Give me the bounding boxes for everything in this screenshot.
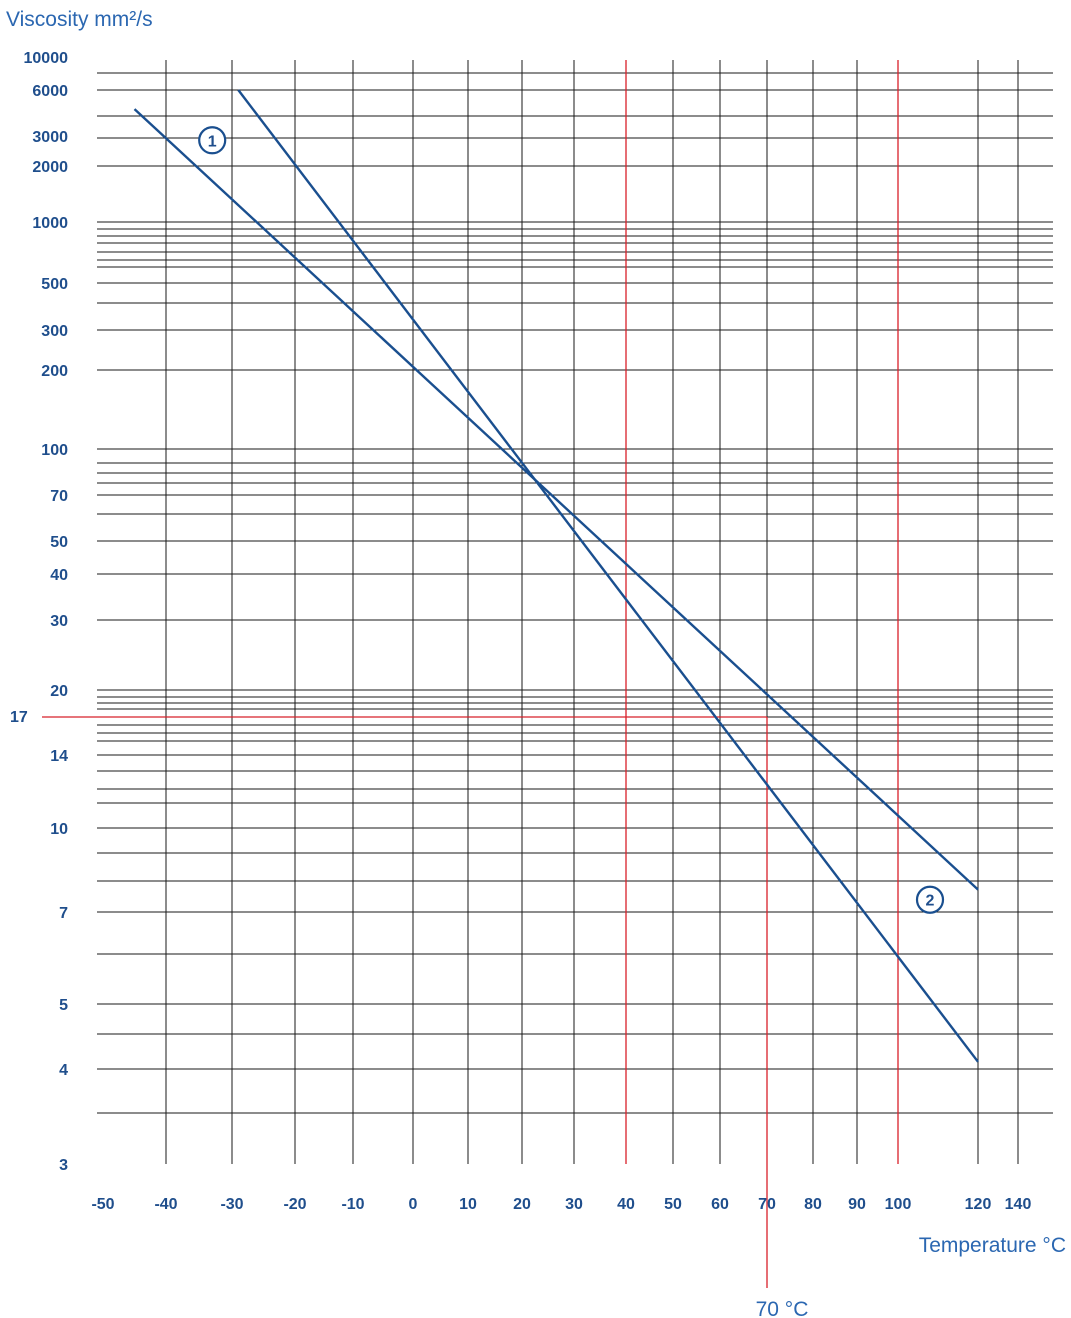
- series-line-1: [133, 108, 979, 891]
- x-tick-label: -50: [91, 1196, 114, 1213]
- y-tick-label: 10000: [24, 50, 69, 67]
- x-tick-label: 80: [804, 1196, 822, 1213]
- y-tick-label: 5: [59, 997, 68, 1014]
- y-tick-labels: 10000 6000 3000 2000 1000 500 300 200 100 70 50 40 3…: [24, 50, 69, 1174]
- reference-temperature-caption: 70 °C: [756, 1298, 809, 1318]
- x-tick-label: -30: [220, 1196, 243, 1213]
- x-tick-label: 140: [1005, 1196, 1032, 1213]
- y-tick-label: 7: [59, 905, 68, 922]
- series-marker-label: 1: [208, 133, 217, 150]
- y-tick-label: 1000: [32, 215, 68, 232]
- x-tick-label: -40: [154, 1196, 177, 1213]
- x-tick-label: 20: [513, 1196, 531, 1213]
- series-line-2: [237, 89, 979, 1063]
- reference-lines: [42, 60, 899, 1288]
- x-tick-labels: -50 -40 -30 -20 -10 0 10 20 30 40 50 60 70 80 90 100 120…: [91, 1196, 1031, 1213]
- y-tick-label: 14: [50, 748, 68, 765]
- x-tick-label: 50: [664, 1196, 682, 1213]
- y-tick-label: 2000: [32, 159, 68, 176]
- vertical-grid: [165, 60, 1019, 1164]
- y-tick-label: 300: [41, 323, 68, 340]
- y-tick-label: 6000: [32, 83, 68, 100]
- y-tick-label: 50: [50, 534, 68, 551]
- y-tick-label: 500: [41, 276, 68, 293]
- series-marker-label: 2: [926, 893, 935, 910]
- y-tick-label: 70: [50, 488, 68, 505]
- y-tick-label: 100: [41, 442, 68, 459]
- x-tick-label: 40: [617, 1196, 635, 1213]
- reference-value-label: 17: [10, 709, 28, 726]
- y-tick-label: 4: [59, 1062, 68, 1079]
- series-marker-1: 1: [198, 126, 227, 155]
- y-tick-label: 20: [50, 683, 68, 700]
- y-tick-label: 10: [50, 821, 68, 838]
- series-markers: 12: [198, 126, 945, 914]
- x-tick-label: 10: [459, 1196, 477, 1213]
- y-tick-label: 3000: [32, 129, 68, 146]
- y-tick-label: 3: [59, 1157, 68, 1174]
- x-tick-label: 60: [711, 1196, 729, 1213]
- y-tick-label: 30: [50, 613, 68, 630]
- series-lines: [133, 89, 979, 1063]
- x-tick-label: 70: [758, 1196, 776, 1213]
- horizontal-grid: [97, 72, 1053, 1114]
- x-tick-label: 30: [565, 1196, 583, 1213]
- y-axis-title: Viscosity mm²/s: [6, 8, 153, 31]
- x-tick-label: 90: [848, 1196, 866, 1213]
- y-tick-label: 200: [41, 363, 68, 380]
- x-tick-label: -20: [283, 1196, 306, 1213]
- y-tick-label: 40: [50, 567, 68, 584]
- x-tick-label: 100: [885, 1196, 912, 1213]
- series-marker-2: 2: [915, 885, 945, 914]
- x-tick-label: 120: [965, 1196, 992, 1213]
- x-tick-label: 0: [409, 1196, 418, 1213]
- x-axis-title: Temperature °C: [919, 1234, 1066, 1257]
- x-tick-label: -10: [341, 1196, 364, 1213]
